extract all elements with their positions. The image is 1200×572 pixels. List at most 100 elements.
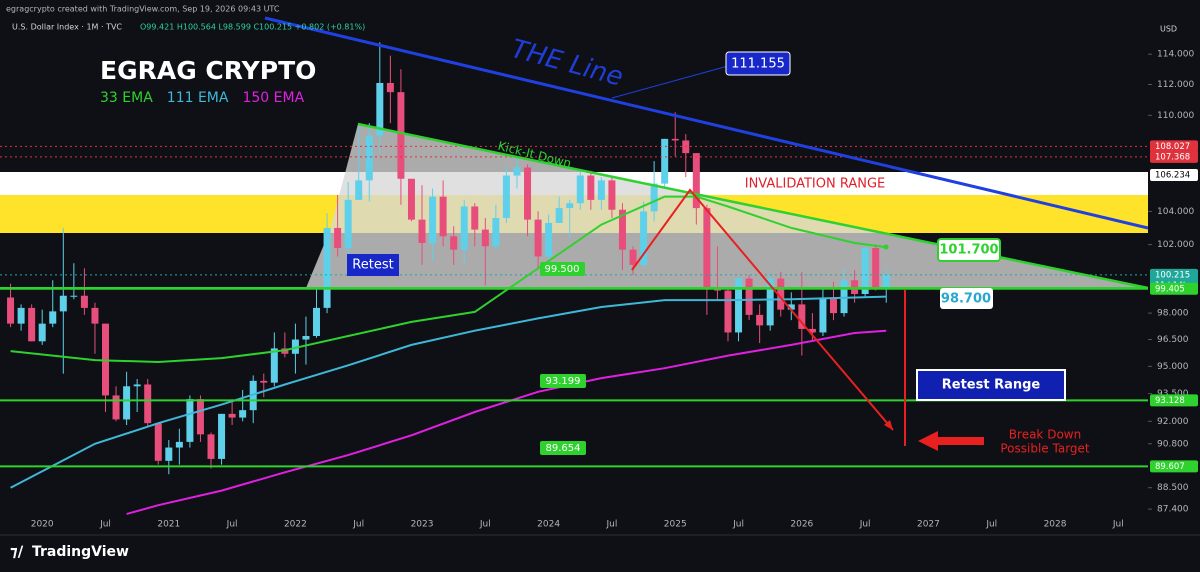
candle-body xyxy=(59,295,67,312)
level-a: 99.500 xyxy=(545,264,580,275)
byline: egragcrypto created with TradingView.com… xyxy=(6,5,280,14)
y-tick-label: 96.500 xyxy=(1157,335,1189,345)
x-tick-label: 2025 xyxy=(664,520,687,530)
candle-body xyxy=(154,423,162,461)
candle-body xyxy=(344,199,352,248)
candle-body xyxy=(861,247,869,295)
candle-body xyxy=(756,314,764,326)
currency: USD xyxy=(1160,25,1177,34)
x-tick-label: Jul xyxy=(985,520,997,530)
candle-body xyxy=(407,178,415,220)
x-tick-label: 2022 xyxy=(284,520,307,530)
x-tick-label: Jul xyxy=(1112,520,1124,530)
retest-range: Retest Range xyxy=(942,378,1041,393)
ema-line xyxy=(126,329,887,515)
possible-target: Possible Target xyxy=(1000,442,1090,456)
candle-body xyxy=(323,227,331,308)
ema111-value: 98.700 xyxy=(941,292,991,307)
candle-body xyxy=(692,153,700,209)
candle-body xyxy=(576,175,584,204)
candle-body xyxy=(492,217,500,247)
candle-body xyxy=(566,203,574,209)
level-label-box xyxy=(1150,394,1198,407)
kick-line xyxy=(357,122,1149,290)
x-tick-label: Jul xyxy=(226,520,238,530)
candle-body xyxy=(397,92,405,179)
level-label-box xyxy=(1150,168,1198,181)
y-tick-label: 112.000 xyxy=(1157,80,1194,90)
candle-body xyxy=(481,229,489,247)
candle-body xyxy=(882,274,890,289)
candle-body xyxy=(260,380,268,383)
symbol: U.S. Dollar Index · 1M · TVC xyxy=(12,23,122,32)
candle-body xyxy=(618,209,626,250)
candle-body xyxy=(671,138,679,141)
candle-body xyxy=(703,208,711,288)
candle-body xyxy=(28,307,36,342)
candle-body xyxy=(334,227,342,248)
level-label: 99.405 xyxy=(1155,284,1185,294)
candle-body xyxy=(450,236,458,250)
candle-body xyxy=(777,278,785,310)
candle-body xyxy=(661,138,669,184)
candle-body xyxy=(355,180,363,200)
y-tick-label: 110.000 xyxy=(1157,111,1194,121)
ema111-box xyxy=(940,288,993,309)
y-tick-label: 104.000 xyxy=(1157,207,1194,217)
brand: TradingView xyxy=(32,544,129,560)
arrow-head xyxy=(884,420,893,430)
level-c: 89.654 xyxy=(546,443,581,454)
candle-body xyxy=(745,278,753,315)
y-tick-label: 88.500 xyxy=(1157,483,1189,493)
line-value: 111.155 xyxy=(731,57,785,72)
candle-body xyxy=(7,297,15,324)
candle-body xyxy=(545,222,553,257)
legend-entry: 111 EMA xyxy=(167,90,229,106)
candle-body xyxy=(534,219,542,257)
candle-body xyxy=(640,211,648,265)
candle-body xyxy=(597,180,605,200)
candle-body xyxy=(587,175,595,200)
candle-body xyxy=(471,206,479,230)
candle-body xyxy=(270,348,278,383)
x-tick-label: Jul xyxy=(99,520,111,530)
retest-box xyxy=(347,254,399,276)
y-tick-label: 92.000 xyxy=(1157,417,1189,427)
candle-body xyxy=(829,297,837,314)
candle-body xyxy=(429,196,437,243)
price-axis xyxy=(1148,0,1200,535)
level-label-box xyxy=(1150,140,1198,153)
level-label: 89.607 xyxy=(1155,462,1185,472)
level-label-box xyxy=(1150,460,1198,473)
retest: Retest xyxy=(352,258,393,273)
candle-body xyxy=(418,219,426,243)
candle-body xyxy=(165,447,173,461)
level-label: 106.234 xyxy=(1155,170,1190,180)
candle-body xyxy=(196,399,204,435)
candle-body xyxy=(80,295,88,308)
candle-body xyxy=(386,82,394,93)
candle-body xyxy=(112,395,120,420)
candle-body xyxy=(228,413,236,418)
ema-dot xyxy=(883,244,889,250)
x-tick-label: Jul xyxy=(859,520,871,530)
candle-body xyxy=(376,82,384,136)
retest-range-box xyxy=(916,369,1066,401)
level-b: 93.199 xyxy=(546,376,581,387)
y-tick-label: 95.000 xyxy=(1157,362,1189,372)
candle-body xyxy=(608,180,616,210)
x-tick-label: 2028 xyxy=(1044,520,1067,530)
y-tick-label: 102.000 xyxy=(1157,240,1194,250)
candle-body xyxy=(524,167,532,220)
candle-body xyxy=(819,297,827,333)
legend-entry: 150 EMA xyxy=(242,90,304,106)
level-b-box xyxy=(540,374,586,388)
ema-line xyxy=(10,295,887,489)
level-label-box xyxy=(1150,282,1198,295)
y-tick-label: 87.400 xyxy=(1157,505,1189,515)
chart-title: EGRAG CRYPTO xyxy=(100,56,316,85)
candle-body xyxy=(460,206,468,250)
the-line xyxy=(264,16,1149,230)
candle-body xyxy=(218,413,226,459)
